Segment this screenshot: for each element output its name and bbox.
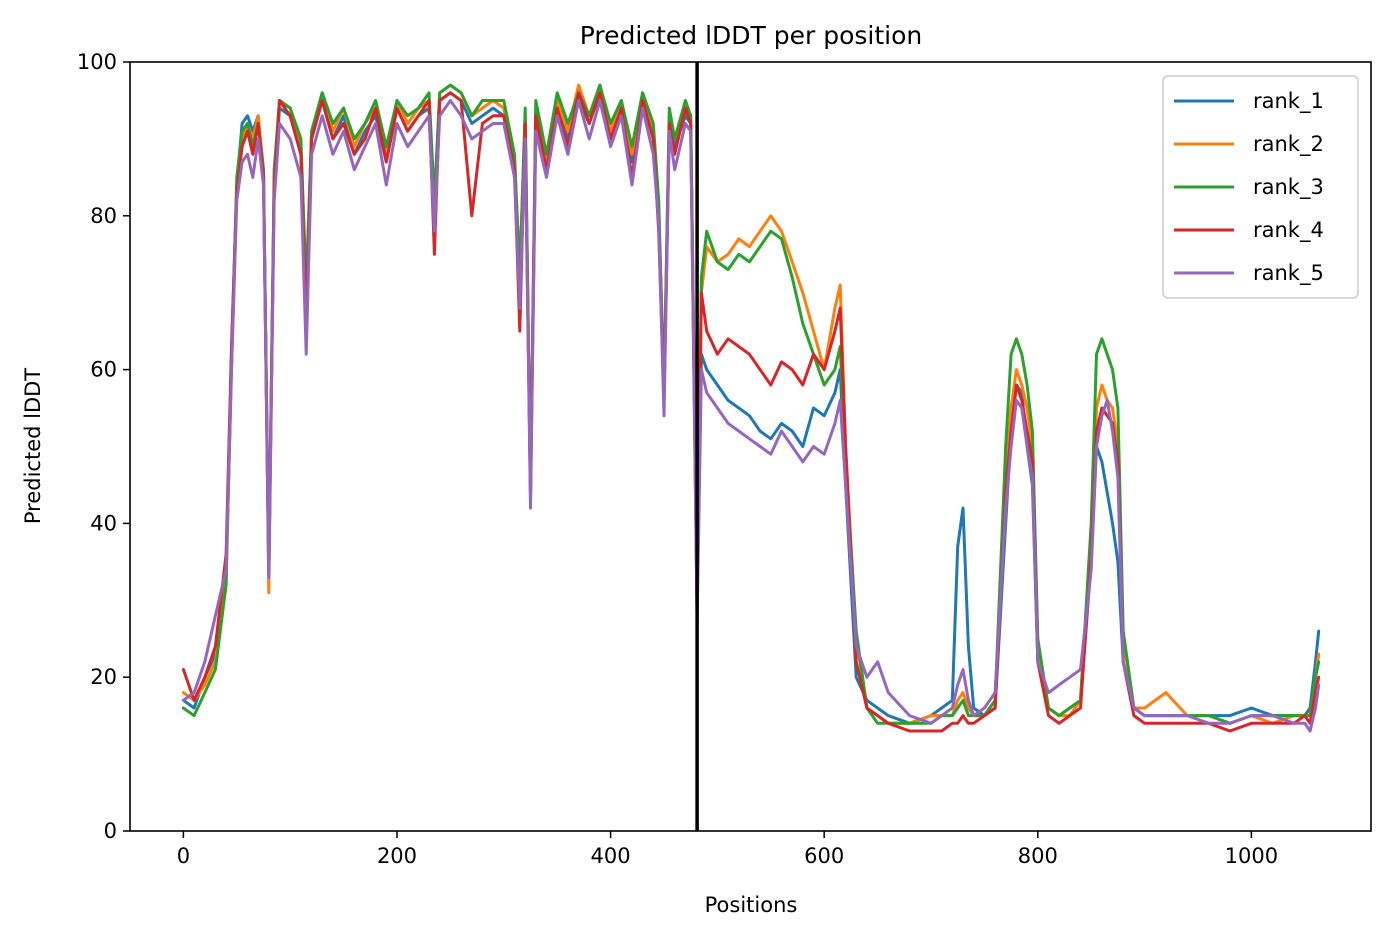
y-axis-label: Predicted lDDT [21,368,45,524]
x-tick-label: 400 [591,844,631,868]
legend-label: rank_5 [1253,261,1324,286]
series-group [181,83,1321,733]
y-tick-label: 40 [90,511,117,535]
legend-item-rank_1: rank_1 [1174,89,1324,114]
y-tick-label: 100 [77,50,117,74]
legend-label: rank_2 [1253,132,1324,157]
plot-frame [129,61,1372,832]
legend-item-rank_5: rank_5 [1174,261,1324,286]
y-tick-label: 0 [104,819,117,843]
chart-title: Predicted lDDT per position [580,21,922,50]
x-tick-label: 800 [1018,844,1058,868]
y-ticks: 0 20 40 60 80 100 [77,50,130,843]
x-tick-label: 600 [804,844,844,868]
legend-items: rank_1 rank_2 rank_3 rank_4 rank_5 [1174,89,1324,286]
legend-box [1162,75,1359,299]
x-tick-label: 200 [377,844,417,868]
legend: rank_1 rank_2 rank_3 rank_4 rank_5 [1162,75,1359,299]
legend-item-rank_4: rank_4 [1174,218,1324,243]
x-tick-label: 0 [177,844,190,868]
legend-item-rank_2: rank_2 [1174,132,1324,157]
x-tick-label: 1000 [1225,844,1278,868]
legend-label: rank_3 [1253,175,1324,200]
y-tick-label: 20 [90,665,117,689]
y-tick-label: 60 [90,358,117,382]
x-ticks: 0 200 400 600 800 1000 [177,831,1278,868]
legend-label: rank_4 [1253,218,1324,243]
series-line-rank_5 [181,99,1321,733]
y-tick-label: 80 [90,204,117,228]
x-axis-label: Positions [705,893,798,917]
legend-item-rank_3: rank_3 [1174,175,1324,200]
legend-label: rank_1 [1253,89,1324,114]
